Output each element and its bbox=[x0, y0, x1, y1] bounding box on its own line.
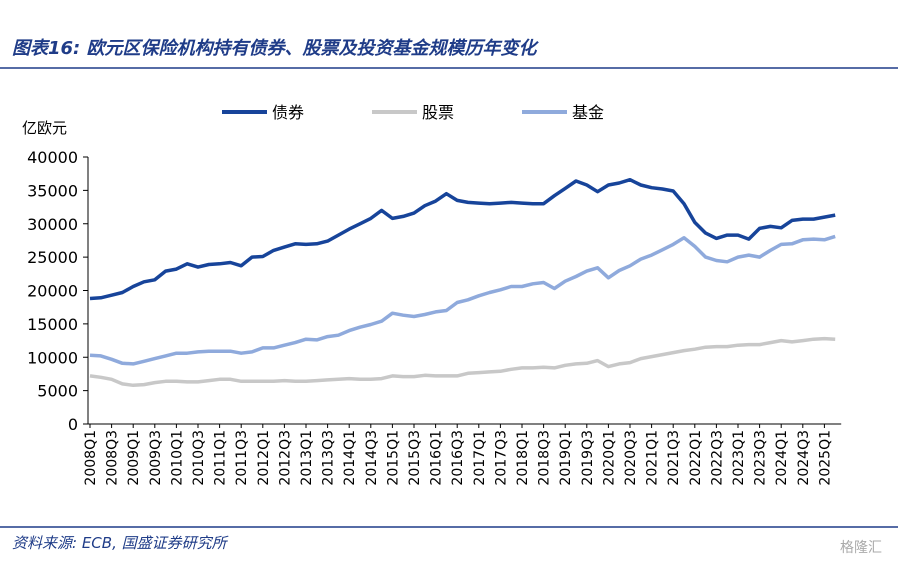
legend-label: 基金 bbox=[572, 103, 604, 122]
x-tick-label: 2009Q1 bbox=[126, 430, 142, 486]
y-tick-label: 10000 bbox=[27, 348, 78, 367]
x-tick-label: 2024Q1 bbox=[774, 430, 790, 486]
x-tick-label: 2020Q1 bbox=[601, 430, 617, 486]
series-line bbox=[89, 177, 836, 301]
x-tick-label: 2018Q1 bbox=[515, 430, 531, 486]
x-tick-label: 2012Q1 bbox=[256, 430, 272, 486]
x-tick-label: 2023Q3 bbox=[753, 430, 769, 486]
x-tick-label: 2020Q3 bbox=[623, 430, 639, 486]
x-tick-label: 2024Q3 bbox=[796, 430, 812, 486]
x-tick-label: 2025Q1 bbox=[817, 430, 833, 486]
watermark: 格隆汇 bbox=[840, 540, 882, 556]
y-tick-label: 20000 bbox=[27, 282, 78, 301]
x-tick-label: 2011Q3 bbox=[234, 430, 250, 486]
x-tick-label: 2023Q1 bbox=[731, 430, 747, 486]
x-tick-label: 2014Q3 bbox=[364, 430, 380, 486]
y-tick-label: 35000 bbox=[27, 181, 78, 200]
y-tick-label: 25000 bbox=[27, 248, 78, 267]
x-tick-label: 2014Q1 bbox=[342, 430, 358, 486]
x-tick-label: 2012Q3 bbox=[277, 430, 293, 486]
chart-title: 图表16: 欧元区保险机构持有债券、股票及投资基金规模历年变化 bbox=[12, 38, 540, 59]
y-tick-label: 15000 bbox=[27, 315, 78, 334]
x-tick-label: 2019Q3 bbox=[580, 430, 596, 486]
y-axis-label: 亿欧元 bbox=[22, 119, 67, 137]
x-tick-label: 2017Q1 bbox=[472, 430, 488, 486]
x-tick-label: 2022Q1 bbox=[688, 430, 704, 486]
x-tick-label: 2016Q3 bbox=[450, 430, 466, 486]
x-tick-label: 2008Q1 bbox=[83, 430, 99, 486]
x-tick-label: 2022Q3 bbox=[709, 430, 725, 486]
x-tick-label: 2009Q3 bbox=[148, 430, 164, 486]
x-tick-label: 2011Q1 bbox=[213, 430, 229, 486]
x-tick-label: 2013Q1 bbox=[299, 430, 315, 486]
y-tick-label: 40000 bbox=[27, 148, 78, 167]
source: 资料来源: ECB, 国盛证券研究所 bbox=[12, 534, 229, 552]
series-line bbox=[89, 234, 836, 366]
x-tick-label: 2010Q3 bbox=[191, 430, 207, 486]
x-tick-label: 2008Q3 bbox=[105, 430, 121, 486]
x-tick-label: 2018Q3 bbox=[537, 430, 553, 486]
y-tick-label: 30000 bbox=[27, 215, 78, 234]
legend-label: 债券 bbox=[272, 103, 304, 122]
x-tick-label: 2010Q1 bbox=[169, 430, 185, 486]
y-tick-label: 0 bbox=[68, 415, 78, 434]
x-tick-label: 2013Q3 bbox=[321, 430, 337, 486]
x-tick-label: 2017Q3 bbox=[493, 430, 509, 486]
x-tick-label: 2021Q3 bbox=[666, 430, 682, 486]
legend-label: 股票 bbox=[422, 103, 454, 122]
x-tick-label: 2015Q1 bbox=[385, 430, 401, 486]
x-tick-label: 2021Q1 bbox=[645, 430, 661, 486]
y-tick-label: 5000 bbox=[37, 382, 78, 401]
x-tick-label: 2016Q1 bbox=[429, 430, 445, 486]
series-line bbox=[89, 336, 836, 388]
x-tick-label: 2019Q1 bbox=[558, 430, 574, 486]
x-tick-label: 2015Q3 bbox=[407, 430, 423, 486]
